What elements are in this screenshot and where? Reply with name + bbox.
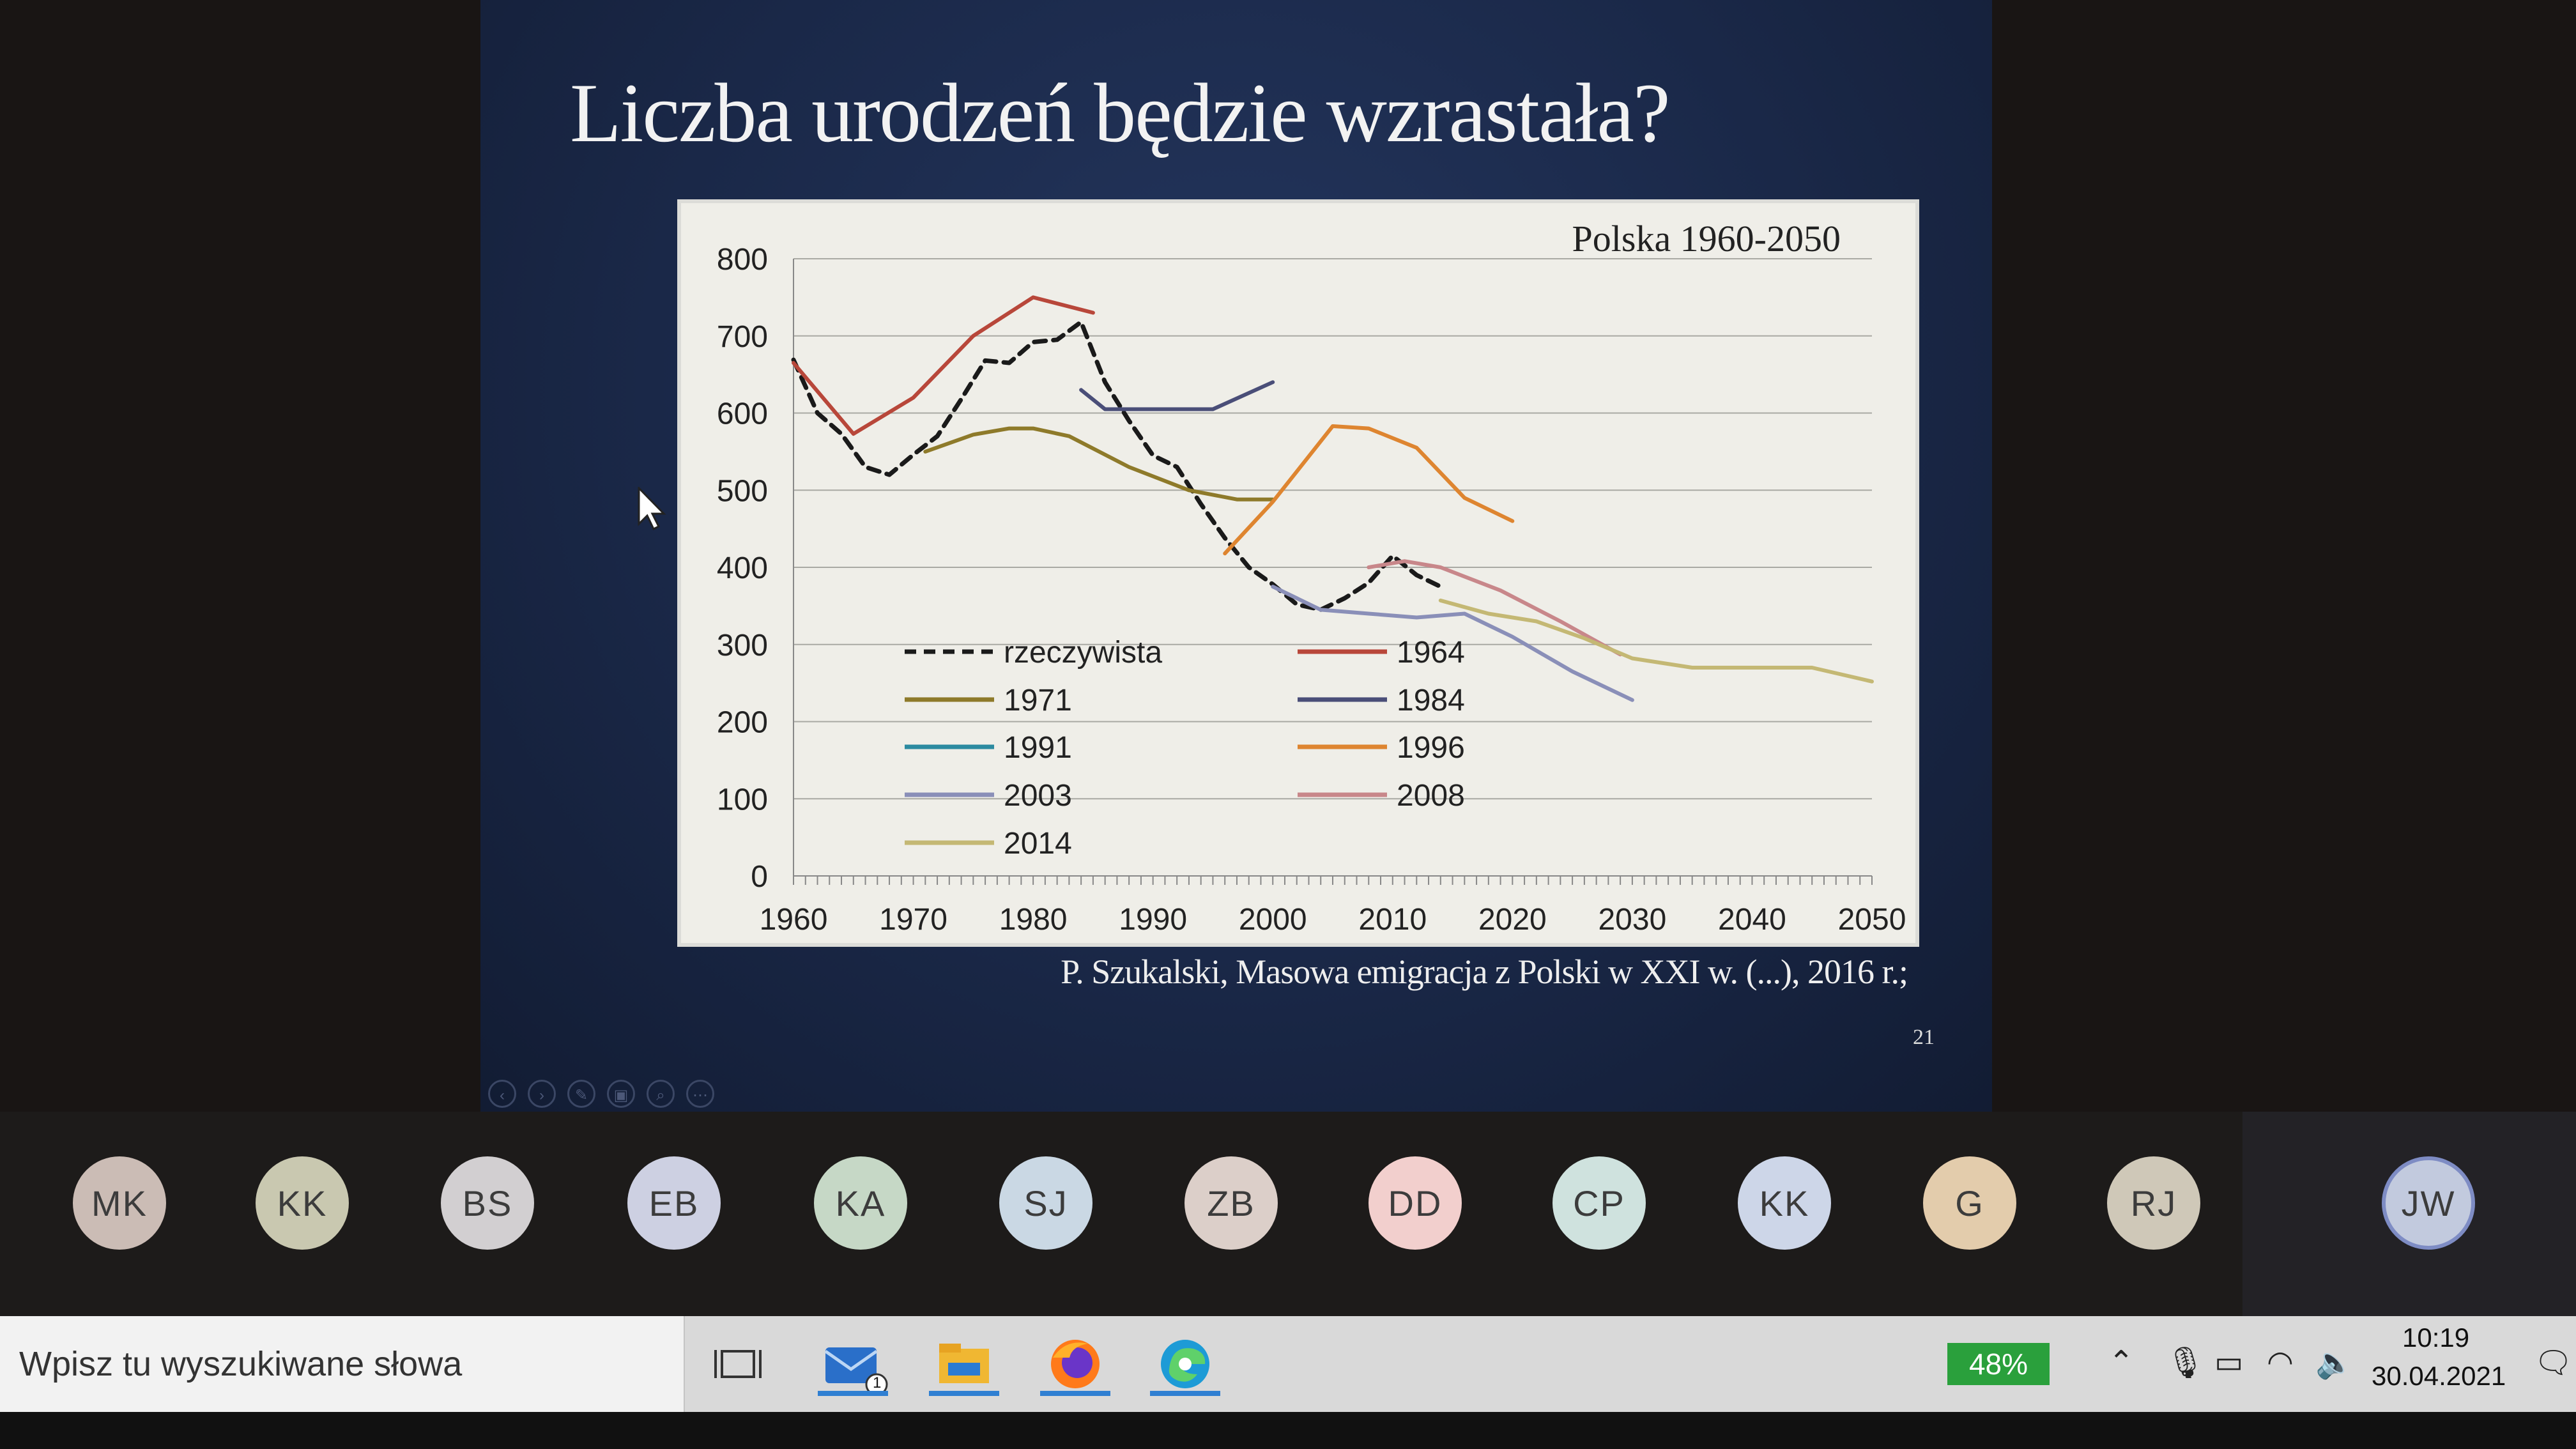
participant-avatar[interactable]: G <box>1923 1156 2016 1250</box>
legend-label: 1984 <box>1397 684 1465 717</box>
active-app-indicator <box>929 1391 999 1396</box>
show-hidden-icons-chevron-icon[interactable]: ⌃ <box>2108 1346 2135 1379</box>
series-line-1984 <box>1079 380 1275 411</box>
task-view-icon[interactable] <box>703 1332 773 1396</box>
participant-avatar[interactable]: BS <box>441 1156 534 1250</box>
active-app-indicator <box>818 1391 888 1396</box>
presentation-slide: Liczba urodzeń będzie wzrastała? 0 100 200… <box>480 0 1992 1112</box>
x-tick-label: 2000 <box>1239 903 1307 937</box>
participants-strip: MK KK BS EB KA SJ ZB DD CP KK G RJ JW <box>0 1112 2576 1316</box>
x-tick-label: 2050 <box>1838 903 1906 937</box>
participant-avatar[interactable]: SJ <box>999 1156 1092 1250</box>
x-tick-label: 2040 <box>1718 903 1786 937</box>
legend-label: 1971 <box>1004 684 1072 717</box>
x-tick-label: 1990 <box>1119 903 1187 937</box>
taskbar-search-box[interactable]: Wpisz tu wyszukiwane słowa <box>0 1316 685 1412</box>
battery-icon[interactable]: ▭ <box>2214 1346 2244 1379</box>
slide-nav-controls: ‹ › ✎ ▣ ⌕ ⋯ <box>488 1080 714 1108</box>
mail-badge: 1 <box>873 1374 882 1392</box>
legend-label: 2008 <box>1397 779 1465 813</box>
slides-grid-icon[interactable]: ▣ <box>607 1080 635 1108</box>
x-tick-label: 1970 <box>879 903 947 937</box>
y-tick-label: 600 <box>717 397 768 431</box>
prev-slide-icon[interactable]: ‹ <box>488 1080 516 1108</box>
participant-avatar[interactable]: EB <box>627 1156 721 1250</box>
self-view-panel: JW <box>2242 1112 2576 1316</box>
y-tick-label: 0 <box>751 860 768 894</box>
firefox-icon[interactable] <box>1040 1332 1110 1396</box>
legend-label: 2003 <box>1004 779 1072 813</box>
microphone-icon[interactable]: 🎙 <box>2166 1346 2205 1380</box>
legend-label: 1996 <box>1397 731 1465 765</box>
mouse-pointer-icon <box>638 487 666 531</box>
file-explorer-icon[interactable] <box>929 1332 999 1396</box>
participant-avatar[interactable]: KK <box>1738 1156 1831 1250</box>
y-tick-label: 500 <box>717 474 768 508</box>
legend-label: 1964 <box>1397 636 1465 670</box>
volume-icon[interactable]: 🔈 <box>2315 1346 2354 1380</box>
self-avatar[interactable]: JW <box>2382 1156 2475 1250</box>
zoom-icon[interactable]: ⌕ <box>647 1080 675 1108</box>
series-line-1964 <box>792 295 1095 436</box>
y-tick-label: 400 <box>717 551 768 585</box>
participant-avatar[interactable]: DD <box>1368 1156 1462 1250</box>
legend-label: 1991 <box>1004 731 1072 765</box>
participant-avatar[interactable]: ZB <box>1184 1156 1278 1250</box>
series-line-2014 <box>1438 598 1874 684</box>
windows-taskbar: Wpisz tu wyszukiwane słowa 1 48% ⌃ 🎙 ▭ ◠… <box>0 1316 2576 1412</box>
participant-avatar[interactable]: CP <box>1552 1156 1646 1250</box>
participant-avatar[interactable]: RJ <box>2107 1156 2200 1250</box>
series-line-rzeczywista <box>791 319 1443 612</box>
x-tick-label: 2020 <box>1478 903 1547 937</box>
line-chart: 0 100 200 300 400 500 600 700 800 1960 1970 1980 199… <box>717 218 1906 937</box>
next-slide-icon[interactable]: › <box>528 1080 556 1108</box>
active-app-indicator <box>1150 1391 1220 1396</box>
battery-percent-badge: 48% <box>1947 1343 2050 1385</box>
x-tick-label: 2030 <box>1598 903 1666 937</box>
slide-number: 21 <box>1913 1025 1935 1049</box>
y-tick-label: 700 <box>717 320 768 354</box>
mail-icon[interactable]: 1 <box>818 1332 888 1396</box>
edge-icon[interactable] <box>1150 1332 1220 1396</box>
series-line-2008 <box>1367 559 1623 657</box>
pen-icon[interactable]: ✎ <box>567 1080 595 1108</box>
more-options-icon[interactable]: ⋯ <box>686 1080 714 1108</box>
clock-time[interactable]: 10:19 <box>2402 1322 2470 1353</box>
clock-date[interactable]: 30.04.2021 <box>2372 1361 2506 1391</box>
wifi-icon[interactable]: ◠ <box>2267 1346 2294 1379</box>
x-tick-label: 2010 <box>1358 903 1427 937</box>
x-tick-label: 1980 <box>999 903 1068 937</box>
series-line-1971 <box>923 426 1275 502</box>
x-tick-label: 1960 <box>760 903 828 937</box>
active-app-indicator <box>1040 1391 1110 1396</box>
notifications-icon[interactable]: 🗨 <box>2534 1346 2573 1380</box>
y-tick-label: 100 <box>717 783 768 816</box>
chart-title: Polska 1960-2050 <box>1572 218 1841 259</box>
search-placeholder: Wpisz tu wyszukiwane słowa <box>19 1345 463 1383</box>
slide-title: Liczba urodzeń będzie wzrastała? <box>570 66 1671 160</box>
participant-avatar[interactable]: KA <box>814 1156 907 1250</box>
y-tick-label: 200 <box>717 706 768 740</box>
legend-label: rzeczywista <box>1004 636 1162 670</box>
chart-panel: 0 100 200 300 400 500 600 700 800 1960 1970 1980 199… <box>677 199 1919 947</box>
series-line-1996 <box>1223 424 1515 556</box>
participant-avatar[interactable]: KK <box>256 1156 349 1250</box>
slide-source-citation: P. Szukalski, Masowa emigracja z Polski … <box>1061 953 1908 991</box>
y-tick-label: 300 <box>717 629 768 663</box>
series-line-2003 <box>1271 585 1634 702</box>
y-tick-label: 800 <box>717 243 768 277</box>
participant-avatar[interactable]: MK <box>73 1156 166 1250</box>
legend-label: 2014 <box>1004 827 1072 861</box>
screen-bezel <box>0 1412 2576 1449</box>
